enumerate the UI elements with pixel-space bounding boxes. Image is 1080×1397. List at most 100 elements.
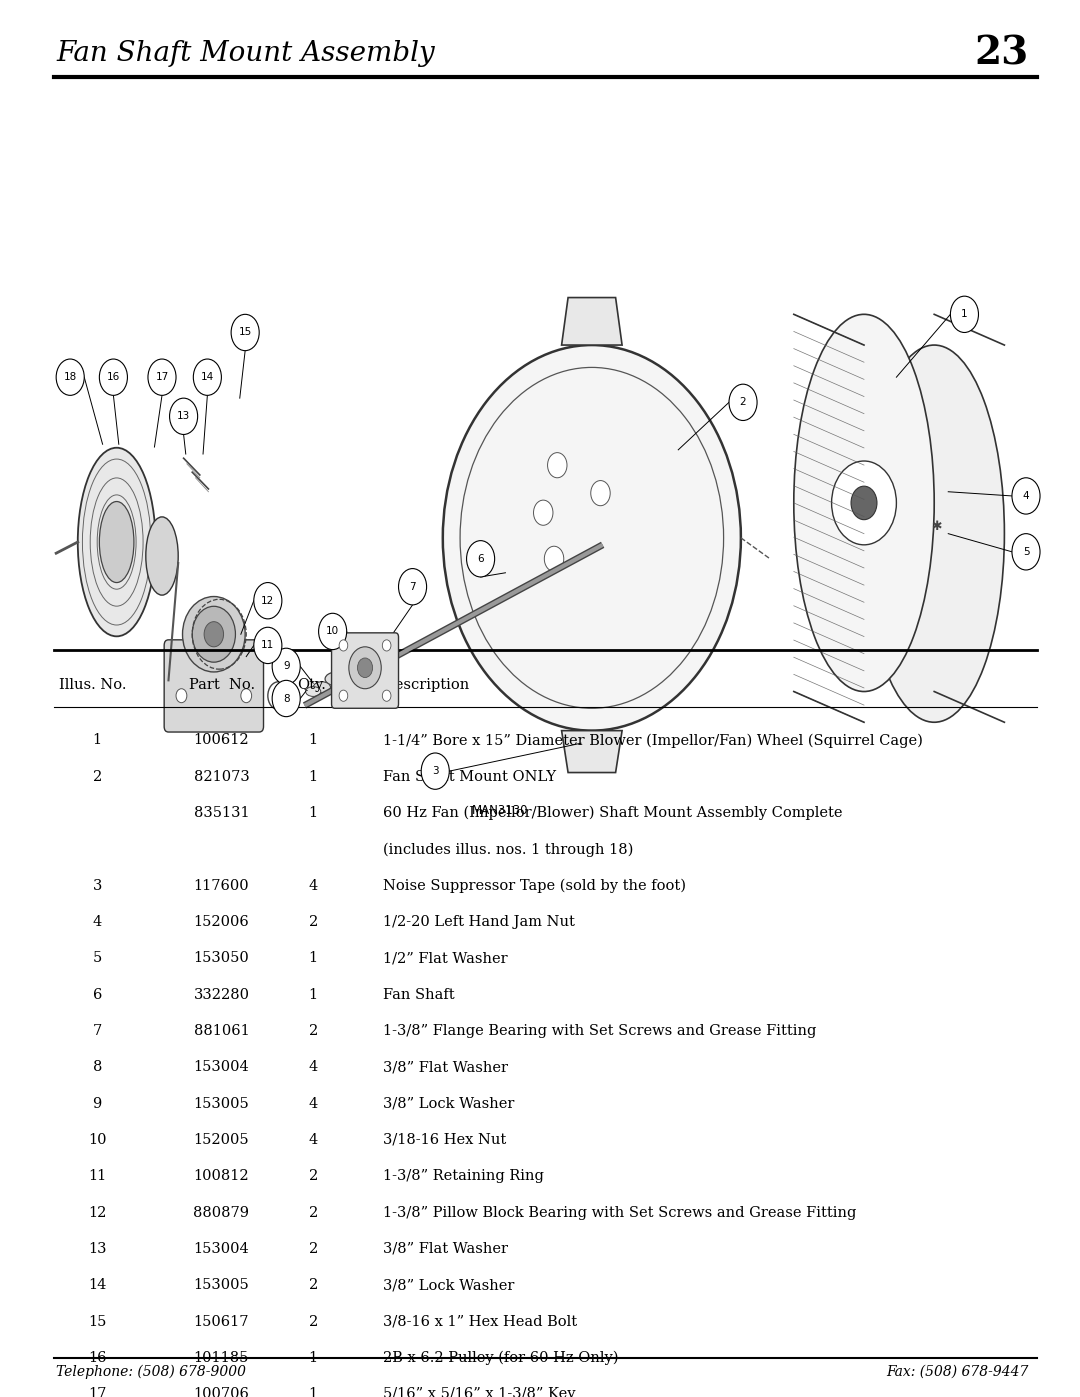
Text: 4: 4 [309,1060,318,1074]
Text: 15: 15 [239,327,252,338]
Ellipse shape [99,502,134,583]
Text: 5/16” x 5/16” x 1-3/8” Key: 5/16” x 5/16” x 1-3/8” Key [383,1387,576,1397]
Text: 4: 4 [309,879,318,893]
Text: 3/8” Flat Washer: 3/8” Flat Washer [383,1242,509,1256]
Text: 3/8” Lock Washer: 3/8” Lock Washer [383,1278,515,1292]
Text: 3: 3 [93,879,102,893]
Text: 2: 2 [309,1169,318,1183]
Circle shape [349,647,381,689]
Text: MAN3130: MAN3130 [472,803,528,817]
Text: 2: 2 [309,1206,318,1220]
Circle shape [382,690,391,701]
Circle shape [421,753,449,789]
Text: 2: 2 [309,1024,318,1038]
Text: 332280: 332280 [193,988,249,1002]
Text: 153004: 153004 [193,1060,249,1074]
Text: 2B x 6.2 Pulley (for 60 Hz Only): 2B x 6.2 Pulley (for 60 Hz Only) [383,1351,619,1365]
Text: 1: 1 [309,1351,318,1365]
Text: 12: 12 [87,1206,107,1220]
Text: 4: 4 [1023,490,1029,502]
Text: 2: 2 [309,1278,318,1292]
Text: 13: 13 [87,1242,107,1256]
Text: 18: 18 [64,372,77,383]
Text: 4: 4 [93,915,102,929]
Text: 2: 2 [93,770,102,784]
Text: 2: 2 [740,397,746,408]
Circle shape [1012,478,1040,514]
Circle shape [832,461,896,545]
Ellipse shape [146,517,178,595]
Text: 10: 10 [326,626,339,637]
Circle shape [319,613,347,650]
Circle shape [544,546,564,571]
Text: 17: 17 [156,372,168,383]
Text: 2: 2 [309,1242,318,1256]
Text: Illus. No.: Illus. No. [59,678,127,692]
Text: 152005: 152005 [193,1133,249,1147]
Circle shape [231,314,259,351]
Text: 1: 1 [93,733,102,747]
Text: 821073: 821073 [193,770,249,784]
Text: 7: 7 [93,1024,102,1038]
Text: 14: 14 [87,1278,107,1292]
Text: Fan Shaft Mount ONLY: Fan Shaft Mount ONLY [383,770,556,784]
Circle shape [339,640,348,651]
Text: 17: 17 [87,1387,107,1397]
Text: 9: 9 [283,661,289,672]
Text: 1/2-20 Left Hand Jam Nut: 1/2-20 Left Hand Jam Nut [383,915,576,929]
Text: 1-3/8” Pillow Block Bearing with Set Screws and Grease Fitting: 1-3/8” Pillow Block Bearing with Set Scr… [383,1206,856,1220]
Text: 11: 11 [89,1169,106,1183]
Ellipse shape [183,597,245,672]
Text: 3: 3 [432,766,438,777]
FancyBboxPatch shape [164,640,264,732]
Text: 881061: 881061 [193,1024,249,1038]
Ellipse shape [325,672,349,686]
Text: 23: 23 [974,34,1028,73]
Circle shape [176,689,187,703]
Circle shape [382,640,391,651]
Text: 8: 8 [93,1060,102,1074]
Text: 5: 5 [93,951,102,965]
Ellipse shape [864,345,1004,722]
Circle shape [950,296,978,332]
Text: 101185: 101185 [193,1351,249,1365]
Text: 153050: 153050 [193,951,249,965]
Circle shape [467,541,495,577]
Text: 1-3/8” Flange Bearing with Set Screws and Grease Fitting: 1-3/8” Flange Bearing with Set Screws an… [383,1024,816,1038]
Text: 1: 1 [961,309,968,320]
Text: 4: 4 [309,1133,318,1147]
Text: 13: 13 [177,411,190,422]
Circle shape [170,398,198,434]
Ellipse shape [306,687,321,697]
Text: 100612: 100612 [193,733,249,747]
Text: 1: 1 [309,1387,318,1397]
Text: 1: 1 [309,733,318,747]
Text: 1-1/4” Bore x 15” Diameter Blower (Impellor/Fan) Wheel (Squirrel Cage): 1-1/4” Bore x 15” Diameter Blower (Impel… [383,733,923,747]
Circle shape [1012,534,1040,570]
Text: 153004: 153004 [193,1242,249,1256]
Text: 2: 2 [309,915,318,929]
Circle shape [729,384,757,420]
Circle shape [591,481,610,506]
Text: 9: 9 [93,1097,102,1111]
Circle shape [443,345,741,731]
Text: 16: 16 [87,1351,107,1365]
Polygon shape [562,298,622,345]
Circle shape [99,359,127,395]
Circle shape [851,486,877,520]
Text: 6: 6 [93,988,102,1002]
Text: 60 Hz Fan (Impellor/Blower) Shaft Mount Assembly Complete: 60 Hz Fan (Impellor/Blower) Shaft Mount … [383,806,842,820]
Text: 100812: 100812 [193,1169,249,1183]
Text: 6: 6 [477,553,484,564]
Circle shape [399,569,427,605]
Circle shape [272,680,300,717]
Text: (includes illus. nos. 1 through 18): (includes illus. nos. 1 through 18) [383,842,634,856]
Text: 15: 15 [87,1315,107,1329]
Text: 150617: 150617 [193,1315,249,1329]
Text: 7: 7 [409,581,416,592]
Circle shape [192,606,235,662]
Circle shape [548,453,567,478]
Text: 153005: 153005 [193,1097,249,1111]
Text: 3/8” Lock Washer: 3/8” Lock Washer [383,1097,515,1111]
Circle shape [254,583,282,619]
